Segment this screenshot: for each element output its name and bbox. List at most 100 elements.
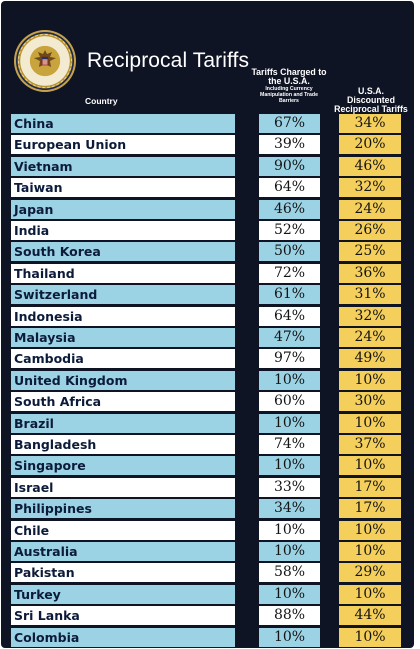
table-row: Chile 10% 10% <box>1 520 414 540</box>
country-cell: Malaysia <box>11 328 235 347</box>
country-cell: Brazil <box>11 413 235 433</box>
presidential-seal-icon <box>14 30 76 92</box>
table-row: Australia 10% 10% <box>1 542 414 561</box>
tariff-charged-cell: 33% <box>259 477 320 497</box>
country-cell: Chile <box>11 520 235 540</box>
table-row: Japan 46% 24% <box>1 199 414 219</box>
tariff-discounted-cell: 26% <box>339 221 401 240</box>
tariff-discounted-cell: 30% <box>339 392 401 412</box>
tariff-discounted-cell: 10% <box>339 584 401 604</box>
column-header-charged: Tariffs Charged to the U.S.A. Including … <box>251 67 327 105</box>
country-cell: Switzerland <box>11 285 235 305</box>
country-cell: Taiwan <box>11 178 235 198</box>
tariff-charged-cell: 34% <box>259 499 320 519</box>
tariff-charged-cell: 10% <box>259 584 320 604</box>
country-cell: Australia <box>11 542 235 561</box>
country-cell: South Africa <box>11 392 235 412</box>
country-cell: Turkey <box>11 584 235 604</box>
tariff-charged-cell: 97% <box>259 349 320 369</box>
tariff-discounted-cell: 49% <box>339 349 401 369</box>
table-row: Cambodia 97% 49% <box>1 349 414 369</box>
tariff-discounted-cell: 24% <box>339 328 401 347</box>
table-row: Singapore 10% 10% <box>1 456 414 476</box>
tariff-discounted-cell: 10% <box>339 542 401 561</box>
tariff-discounted-cell: 32% <box>339 306 401 326</box>
country-cell: Vietnam <box>11 156 235 176</box>
table-row: Indonesia 64% 32% <box>1 306 414 326</box>
country-cell: Japan <box>11 199 235 219</box>
country-cell: Thailand <box>11 263 235 283</box>
tariff-discounted-cell: 44% <box>339 606 401 626</box>
tariff-charged-cell: 52% <box>259 221 320 240</box>
tariff-charged-cell: 10% <box>259 542 320 561</box>
country-cell: India <box>11 221 235 240</box>
table-row: Sri Lanka 88% 44% <box>1 606 414 626</box>
table-row: India 52% 26% <box>1 221 414 240</box>
tariff-discounted-cell: 25% <box>339 242 401 262</box>
tariff-charged-cell: 10% <box>259 627 320 647</box>
tariff-charged-cell: 58% <box>259 563 320 583</box>
table-row: Vietnam 90% 46% <box>1 156 414 176</box>
column-header-charged-main: Tariffs Charged to the U.S.A. <box>251 67 327 87</box>
table-row: United Kingdom 10% 10% <box>1 370 414 390</box>
tariff-charged-cell: 64% <box>259 178 320 198</box>
table-row: Pakistan 58% 29% <box>1 563 414 583</box>
tariff-discounted-cell: 17% <box>339 477 401 497</box>
table-row: Israel 33% 17% <box>1 477 414 497</box>
table-row: Bangladesh 74% 37% <box>1 435 414 454</box>
table-row: Malaysia 47% 24% <box>1 328 414 347</box>
table-row: European Union 39% 20% <box>1 135 414 155</box>
tariff-charged-cell: 47% <box>259 328 320 347</box>
tariff-discounted-cell: 20% <box>339 135 401 155</box>
country-cell: Pakistan <box>11 563 235 583</box>
tariff-charged-cell: 64% <box>259 306 320 326</box>
country-cell: Philippines <box>11 499 235 519</box>
table-row: Turkey 10% 10% <box>1 584 414 604</box>
tariff-discounted-cell: 46% <box>339 156 401 176</box>
country-cell: European Union <box>11 135 235 155</box>
country-cell: Indonesia <box>11 306 235 326</box>
tariff-discounted-cell: 10% <box>339 627 401 647</box>
tariff-charged-cell: 74% <box>259 435 320 454</box>
table-row: Taiwan 64% 32% <box>1 178 414 198</box>
tariff-discounted-cell: 31% <box>339 285 401 305</box>
table-row: South Africa 60% 30% <box>1 392 414 412</box>
table-row: Thailand 72% 36% <box>1 263 414 283</box>
tariff-discounted-cell: 29% <box>339 563 401 583</box>
tariff-charged-cell: 10% <box>259 413 320 433</box>
tariff-discounted-cell: 34% <box>339 114 401 133</box>
country-cell: Colombia <box>11 627 235 647</box>
tariff-charged-cell: 46% <box>259 199 320 219</box>
tariff-charged-cell: 10% <box>259 370 320 390</box>
tariff-discounted-cell: 37% <box>339 435 401 454</box>
tariff-charged-cell: 72% <box>259 263 320 283</box>
country-cell: Singapore <box>11 456 235 476</box>
tariff-discounted-cell: 24% <box>339 199 401 219</box>
tariff-discounted-cell: 10% <box>339 370 401 390</box>
table-row: Colombia 10% 10% <box>1 627 414 647</box>
tariff-discounted-cell: 10% <box>339 456 401 476</box>
tariff-charged-cell: 67% <box>259 114 320 133</box>
tariff-charged-cell: 50% <box>259 242 320 262</box>
country-cell: Sri Lanka <box>11 606 235 626</box>
country-cell: Bangladesh <box>11 435 235 454</box>
table-row: Philippines 34% 17% <box>1 499 414 519</box>
tariff-discounted-cell: 10% <box>339 520 401 540</box>
country-cell: Israel <box>11 477 235 497</box>
column-header-discounted: U.S.A. Discounted Reciprocal Tariffs <box>334 86 408 115</box>
tariff-charged-cell: 10% <box>259 456 320 476</box>
tariff-discounted-cell: 36% <box>339 263 401 283</box>
table-row: Switzerland 61% 31% <box>1 285 414 305</box>
tariff-discounted-cell: 17% <box>339 499 401 519</box>
country-cell: United Kingdom <box>11 370 235 390</box>
table-row: South Korea 50% 25% <box>1 242 414 262</box>
column-header-country: Country <box>85 96 118 106</box>
tariff-charged-cell: 10% <box>259 520 320 540</box>
country-cell: Cambodia <box>11 349 235 369</box>
table-row: China 67% 34% <box>1 114 414 133</box>
page-title: Reciprocal Tariffs <box>87 49 250 72</box>
column-header-charged-sub: Including Currency Manipulation and Trad… <box>260 86 318 105</box>
tariff-charged-cell: 61% <box>259 285 320 305</box>
tariff-discounted-cell: 32% <box>339 178 401 198</box>
